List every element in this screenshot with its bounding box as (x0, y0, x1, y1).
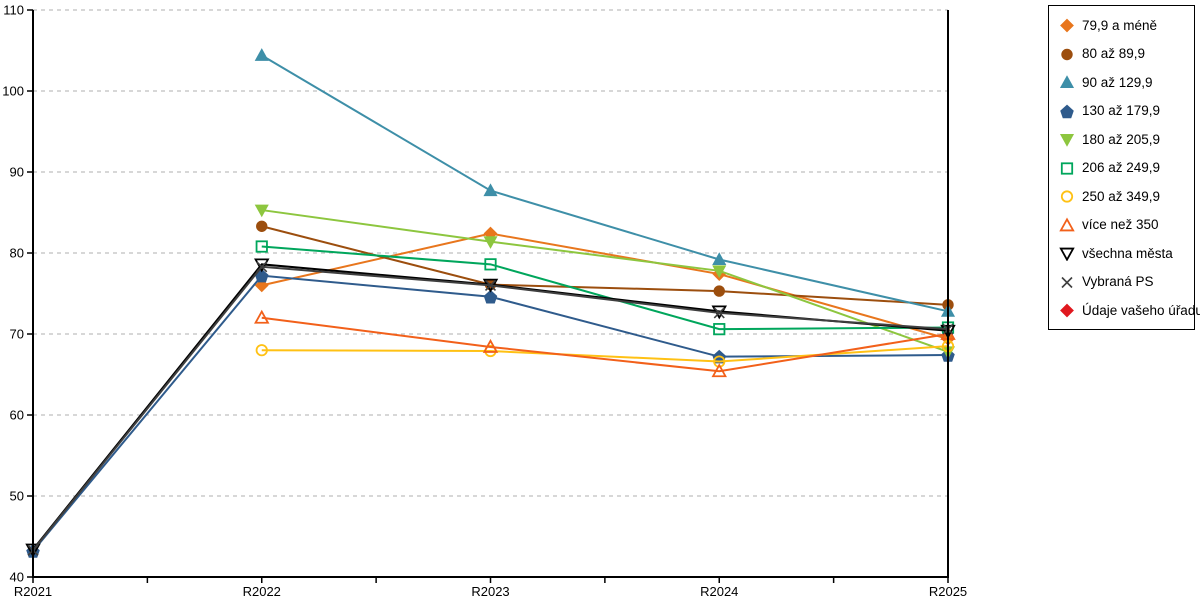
legend-item: 206 až 249,9 (1059, 154, 1194, 181)
series-3 (26, 268, 955, 558)
legend-item: všechna města (1059, 240, 1194, 267)
legend-item: více než 350 (1059, 211, 1194, 238)
y-tick-label: 70 (10, 327, 24, 342)
triangle-up-legend-marker-icon (1059, 75, 1075, 88)
x-tick-label: R2023 (471, 584, 509, 599)
circle-legend-marker-icon (1061, 48, 1073, 60)
legend-item-label: 90 až 129,9 (1082, 74, 1153, 90)
legend-item-label: Údaje vašeho úřadu (1082, 302, 1200, 318)
triangle-down-legend-marker-icon (1059, 134, 1075, 147)
series-6 (255, 340, 955, 368)
triangle-down-legend-marker-icon (1059, 247, 1075, 261)
x-tick-label: R2024 (700, 584, 738, 599)
legend-item-label: 250 až 349,9 (1082, 188, 1161, 204)
y-tick-label: 100 (2, 84, 24, 99)
legend-item: 79,9 a méně (1059, 12, 1194, 39)
legend-item-label: více než 350 (1082, 217, 1159, 232)
legend-box: 79,9 a méně 80 až 89,9 90 až 129,9 130 až 1… (1048, 5, 1200, 330)
diamond-legend-marker-icon (1060, 303, 1074, 318)
series-2 (254, 48, 956, 317)
legend-item-label: 130 až 179,9 (1082, 103, 1161, 118)
legend-item: 90 až 129,9 (1059, 69, 1194, 96)
y-tick-label: 40 (10, 570, 24, 585)
legend-item-label: 180 až 205,9 (1082, 131, 1161, 147)
legend-item-label: všechna města (1082, 245, 1173, 261)
x-tick-label: R2025 (929, 584, 967, 599)
legend-item: Vybraná PS (1059, 268, 1194, 295)
legend-item-label: 206 až 249,9 (1082, 160, 1161, 175)
pentagon-legend-marker-icon (1060, 104, 1074, 118)
x-tick-label: R2022 (243, 584, 281, 599)
y-tick-label: 60 (10, 408, 24, 423)
legend-item: 250 až 349,9 (1059, 183, 1194, 210)
legend-item-label: 80 až 89,9 (1082, 46, 1146, 61)
triangle-up-legend-marker-icon (1059, 216, 1075, 231)
series-9 (27, 261, 954, 556)
series-7 (254, 309, 956, 378)
y-gridlines (33, 9, 948, 497)
diamond-legend-marker-icon (1060, 18, 1074, 33)
legend-item-label: 79,9 a méně (1082, 17, 1158, 33)
series-4 (254, 204, 956, 360)
x-legend-marker-icon (1061, 276, 1073, 288)
legend-item: 180 až 205,9 (1059, 126, 1194, 153)
y-tick-label: 50 (10, 489, 24, 504)
y-tick-label: 110 (3, 3, 24, 18)
x-tick-label: R2021 (14, 584, 52, 599)
legend-item: 130 až 179,9 (1059, 97, 1194, 124)
y-tick-label: 80 (10, 246, 24, 261)
legend-item: Údaje vašeho úřadu (1059, 297, 1200, 324)
circle-legend-marker-icon (1060, 190, 1074, 203)
square-legend-marker-icon (1060, 161, 1074, 175)
y-tick-label: 90 (10, 165, 24, 180)
legend-item-label: Vybraná PS (1082, 274, 1154, 289)
legend-item: 80 až 89,9 (1059, 40, 1194, 67)
